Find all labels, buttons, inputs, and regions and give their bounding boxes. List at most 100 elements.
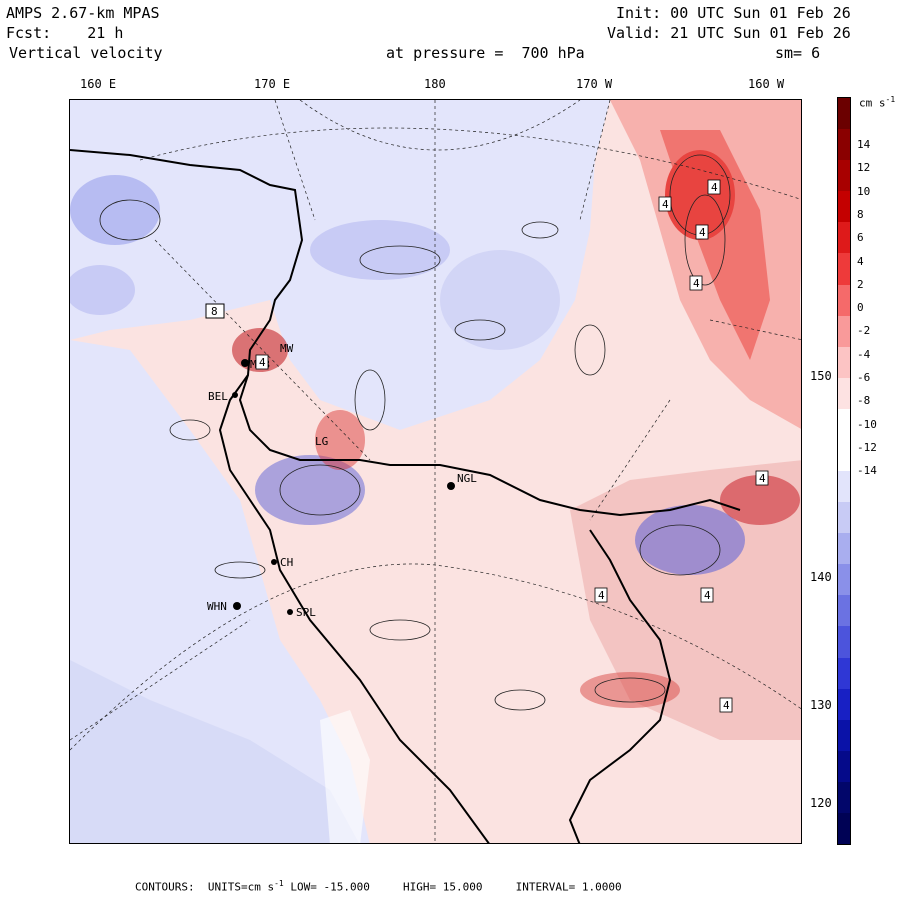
white-patch — [320, 710, 370, 843]
colorbar-segment — [838, 626, 850, 658]
low-value: -15.000 — [323, 880, 370, 894]
blue-patch-nw — [70, 175, 160, 245]
colorbar-tick-label: 0 — [857, 301, 864, 315]
lon-label-160w: 160 W — [748, 77, 785, 91]
contour-summary: CONTOURS: UNITS=cm s-1 LOW= -15.000 HIGH… — [135, 879, 622, 894]
colorbar-segment — [838, 408, 850, 441]
colorbar-segment — [838, 657, 850, 690]
colorbar-segment — [838, 160, 850, 192]
station-dot-bel — [232, 392, 238, 398]
station-label-whn: WHN — [207, 600, 227, 613]
colorbar-tick-label: -10 — [857, 417, 877, 431]
colorbar-segment — [838, 533, 850, 565]
colorbar-tick-label: 12 — [857, 161, 871, 175]
colorbar-tick-label: -12 — [857, 440, 877, 454]
colorbar-tick-label: 2 — [857, 277, 864, 291]
colorbar-segment — [838, 222, 850, 254]
units-exp: -1 — [274, 879, 284, 888]
region-plateau — [70, 660, 359, 843]
station-label-8: 8 — [211, 305, 218, 318]
blue-patch-center — [310, 220, 450, 280]
interval-value: 1.0000 — [581, 880, 622, 894]
colorbar-segment — [838, 812, 850, 845]
grid-lines — [70, 100, 801, 843]
colorbar-segment — [838, 284, 850, 317]
station-label-ch: CH — [280, 556, 293, 569]
colorbar-tick-label: -6 — [857, 371, 871, 384]
blue-cell-se — [635, 505, 745, 575]
colorbar-segment — [838, 346, 850, 379]
red-max — [665, 150, 735, 240]
red-cell-s — [580, 672, 680, 708]
colorbar-units: cm s-1 — [859, 95, 895, 110]
blue-patch-w — [70, 265, 135, 315]
lon-label-170e: 170 E — [254, 77, 291, 91]
colorbar — [837, 97, 851, 845]
forecast-hour: Fcst: 21 h — [6, 24, 123, 43]
station-label-mw: MW — [280, 342, 294, 355]
colorbar-segment — [838, 439, 850, 472]
coastlines — [70, 149, 741, 843]
colorbar-segment — [838, 719, 850, 752]
contours-label: CONTOURS: — [135, 880, 195, 894]
colorbar-segment — [838, 750, 850, 783]
blue-cell-west — [255, 455, 365, 525]
units-label: UNITS=cm s — [207, 880, 275, 894]
region-marie-byrd — [570, 460, 801, 740]
red-cell-west-2 — [315, 410, 365, 470]
vertical-velocity-map: 8 MCB MW BEL LG NGL WHN SPL CH 4 4 4 4 4… — [70, 100, 801, 843]
smoothing-value: sm= 6 — [775, 44, 821, 62]
station-dot-ch — [271, 559, 277, 565]
lon-label-160e: 160 E — [80, 77, 117, 91]
contour-value-labels: 4 4 4 4 4 4 4 4 4 — [255, 179, 769, 713]
contour-label: 4 — [704, 589, 711, 602]
model-title: AMPS 2.67-km MPAS — [6, 4, 160, 22]
station-label-spl: SPL — [296, 606, 316, 619]
forecast-label: Fcst: — [6, 24, 52, 42]
forecast-value: 21 h — [87, 24, 124, 42]
init-time: Init: 00 UTC Sun 01 Feb 26 — [616, 4, 851, 22]
colorbar-tick-label: -8 — [857, 394, 871, 408]
colorbar-tick-label: 8 — [857, 207, 864, 221]
red-cell-se — [720, 475, 800, 525]
interval-label: INTERVAL= — [515, 880, 576, 894]
contour-label: 4 — [711, 181, 718, 194]
field-name: Vertical velocity — [9, 44, 163, 62]
station-label-lg: LG — [315, 435, 328, 448]
lon-label-170w: 170 W — [576, 77, 613, 91]
colorbar-segment — [838, 688, 850, 721]
contour-label: 4 — [699, 226, 706, 239]
lon-label-180: 180 — [424, 77, 446, 91]
colorbar-segment — [838, 564, 850, 596]
high-value: 15.000 — [442, 880, 483, 894]
valid-time: Valid: 21 UTC Sun 01 Feb 26 — [607, 24, 851, 42]
station-label-bel: BEL — [208, 390, 228, 403]
blue-patch-ross — [440, 250, 560, 350]
pressure-level: at pressure = 700 hPa — [386, 44, 585, 62]
colorbar-tick-label: -4 — [857, 347, 871, 361]
colorbar-segment — [838, 129, 850, 161]
contour-lines — [99, 154, 731, 711]
station-dot-mcb — [241, 359, 249, 367]
contour-label: 4 — [759, 472, 766, 485]
station-dot-spl — [287, 609, 293, 615]
contour-label: 4 — [693, 277, 700, 290]
station-dot-ngl — [447, 482, 455, 490]
station-markers — [205, 303, 455, 615]
low-label: LOW= — [290, 880, 317, 894]
colorbar-units-text: cm s — [859, 96, 886, 110]
contour-label: 4 — [662, 198, 669, 211]
colorbar-segment — [838, 315, 850, 348]
colorbar-segment — [838, 377, 850, 410]
station-box-8 — [205, 303, 225, 319]
contour-label: 4 — [598, 589, 605, 602]
station-label-ngl: NGL — [457, 472, 477, 485]
colorbar-segment — [838, 595, 850, 627]
contour-label: 4 — [259, 356, 266, 369]
map-panel: 8 MCB MW BEL LG NGL WHN SPL CH 4 4 4 4 4… — [69, 99, 802, 844]
colorbar-tick-label: 6 — [857, 231, 864, 245]
colorbar-tick-label: -14 — [857, 464, 877, 478]
colorbar-segment — [838, 471, 850, 503]
contour-label: 4 — [723, 699, 730, 712]
colorbar-tick-label: 14 — [857, 138, 871, 151]
